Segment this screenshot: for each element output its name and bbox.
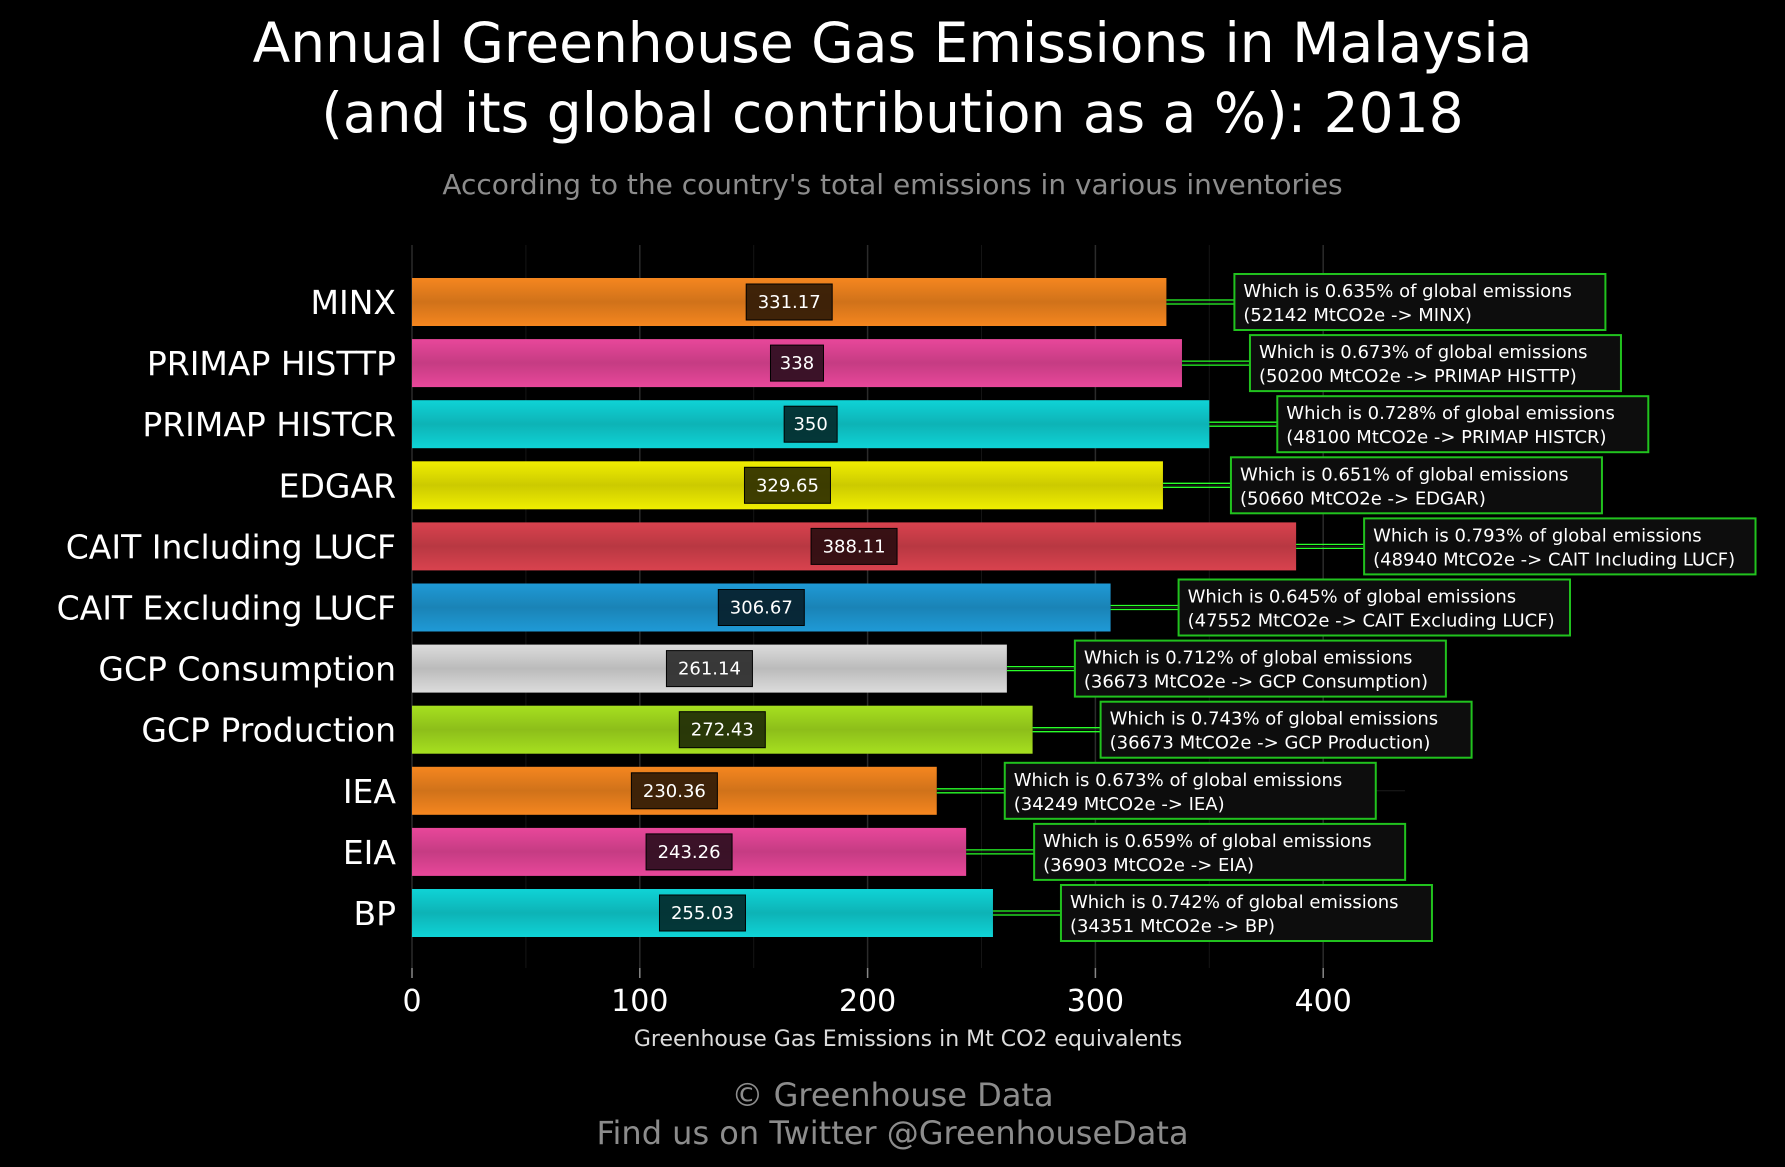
- axis-layer: 0 100 200 300 400 MINX PRIMAP HISTTP PRIMAP HIS…: [57, 283, 1352, 1019]
- value-label-box: [769, 344, 824, 382]
- y-tick-label: IEA: [343, 772, 397, 811]
- annotation-line-2: (48100 MtCO2e -> PRIMAP HISTCR): [1286, 427, 1606, 448]
- x-tick-label: 200: [839, 984, 896, 1019]
- x-tick-label: 0: [402, 984, 421, 1019]
- footer-twitter: Find us on Twitter @GreenhouseData: [596, 1114, 1189, 1152]
- annotation-box: [1229, 456, 1603, 515]
- annotation-box: [1099, 700, 1473, 759]
- annotation-line-1: Which is 0.742% of global emissions: [1070, 892, 1399, 913]
- value-label: 338: [780, 353, 814, 374]
- value-label-box: [645, 833, 733, 871]
- annotation-box: [1033, 822, 1407, 881]
- value-label: 331.17: [758, 292, 821, 313]
- value-label-box: [743, 466, 831, 504]
- y-tick-label: GCP Production: [141, 711, 396, 750]
- y-tick-label: PRIMAP HISTTP: [147, 344, 396, 383]
- value-label-box: [745, 283, 833, 321]
- annotation-box: [1003, 761, 1377, 820]
- annotation-line-1: Which is 0.712% of global emissions: [1084, 648, 1413, 669]
- value-label-box: [717, 589, 805, 626]
- annotation-line-1: Which is 0.635% of global emissions: [1243, 281, 1572, 302]
- x-tick-label: 100: [611, 984, 668, 1019]
- y-tick-label: PRIMAP HISTCR: [142, 405, 396, 444]
- annotation-box: [1233, 273, 1607, 331]
- annotation-line-2: (34249 MtCO2e -> IEA): [1014, 794, 1225, 815]
- value-label-box: [810, 527, 898, 565]
- x-tick-label: 300: [1067, 984, 1124, 1019]
- annotation-box: [1177, 578, 1571, 637]
- value-label: 230.36: [643, 781, 706, 802]
- title-line-1: Annual Greenhouse Gas Emissions in Malay…: [252, 11, 1533, 75]
- y-tick-label: BP: [353, 894, 396, 933]
- annotation-line-1: Which is 0.651% of global emissions: [1240, 464, 1569, 485]
- annotation-line-2: (36903 MtCO2e -> EIA): [1043, 855, 1254, 876]
- value-label: 350: [793, 414, 827, 435]
- annotation-line-2: (50660 MtCO2e -> EDGAR): [1240, 488, 1486, 509]
- value-label: 306.67: [730, 598, 793, 619]
- value-label: 272.43: [691, 720, 754, 741]
- x-tick-label: 400: [1295, 984, 1352, 1019]
- annotation-line-1: Which is 0.728% of global emissions: [1286, 403, 1615, 424]
- annotation-line-1: Which is 0.673% of global emissions: [1014, 770, 1343, 791]
- value-label-box: [658, 894, 746, 932]
- annotation-box: [1073, 639, 1447, 698]
- annotation-line-2: (34351 MtCO2e -> BP): [1070, 916, 1275, 937]
- value-label: 255.03: [671, 903, 734, 924]
- annotation-line-1: Which is 0.645% of global emissions: [1188, 587, 1517, 608]
- annotation-line-2: (36673 MtCO2e -> GCP Consumption): [1084, 672, 1428, 693]
- value-label: 388.11: [823, 536, 886, 557]
- y-tick-label: CAIT Including LUCF: [66, 527, 396, 566]
- footer-copyright: © Greenhouse Data: [731, 1076, 1054, 1114]
- annotation-line-1: Which is 0.743% of global emissions: [1110, 709, 1439, 730]
- y-tick-label: GCP Consumption: [98, 650, 396, 689]
- annotation-line-2: (47552 MtCO2e -> CAIT Excluding LUCF): [1188, 611, 1555, 632]
- annotation-layer: Which is 0.635% of global emissions (5214…: [936, 273, 1757, 942]
- bar-layer: 331.17 338 350 329.65 388.11 306.67 261.14 272.…: [412, 278, 1297, 937]
- value-label-box: [630, 772, 718, 810]
- annotation-line-2: (48940 MtCO2e -> CAIT Including LUCF): [1373, 549, 1735, 570]
- value-label-box: [783, 405, 838, 443]
- annotation-line-2: (50200 MtCO2e -> PRIMAP HISTTP): [1259, 366, 1577, 387]
- value-label: 261.14: [678, 659, 741, 680]
- chart-title: Annual Greenhouse Gas Emissions in Malay…: [0, 8, 1785, 148]
- annotation-box: [1276, 395, 1650, 454]
- annotation-line-1: Which is 0.659% of global emissions: [1043, 831, 1372, 852]
- chart-subtitle: According to the country's total emissio…: [442, 168, 1343, 201]
- y-tick-label: EDGAR: [279, 466, 396, 505]
- y-tick-label: EIA: [343, 833, 397, 872]
- x-axis-title: Greenhouse Gas Emissions in Mt CO2 equiv…: [634, 1027, 1182, 1052]
- annotation-line-2: (52142 MtCO2e -> MINX): [1243, 305, 1472, 326]
- annotation-box: [1248, 334, 1622, 393]
- y-tick-label: MINX: [311, 283, 397, 322]
- annotation-line-1: Which is 0.673% of global emissions: [1259, 342, 1588, 363]
- y-tick-label: CAIT Excluding LUCF: [57, 589, 396, 628]
- value-label-box: [678, 711, 766, 749]
- title-line-2: (and its global contribution as a %): 20…: [321, 81, 1464, 145]
- value-label: 243.26: [658, 842, 721, 863]
- annotation-line-1: Which is 0.793% of global emissions: [1373, 525, 1702, 546]
- value-label: 329.65: [756, 475, 819, 496]
- annotation-box: [1363, 517, 1757, 576]
- annotation-line-2: (36673 MtCO2e -> GCP Production): [1110, 733, 1431, 754]
- annotation-box: [1059, 884, 1433, 942]
- value-label-box: [665, 650, 753, 688]
